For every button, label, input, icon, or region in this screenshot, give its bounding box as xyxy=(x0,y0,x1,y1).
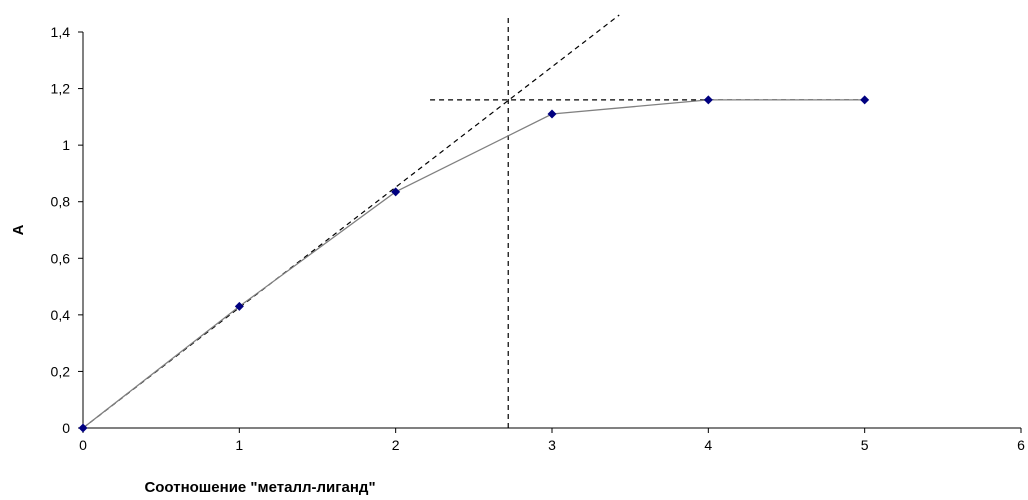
guide-lines xyxy=(82,14,865,429)
data-point-marker xyxy=(703,95,713,105)
y-tick-label: 0,2 xyxy=(51,363,71,379)
y-tick-label: 1 xyxy=(62,137,70,153)
axes xyxy=(82,32,1021,429)
y-ticks: 0 0,2 0,4 0,6 0,8 1 1,2 1,4 xyxy=(51,24,83,436)
x-ticks: 0 1 2 3 4 5 6 xyxy=(79,428,1025,453)
x-tick-label: 6 xyxy=(1017,437,1025,453)
x-tick-label: 1 xyxy=(235,437,243,453)
x-tick-label: 4 xyxy=(704,437,712,453)
data-point-marker xyxy=(860,95,870,105)
data-point-marker xyxy=(78,423,88,433)
data-point-marker xyxy=(234,301,244,311)
x-tick-label: 5 xyxy=(861,437,869,453)
y-tick-label: 0,6 xyxy=(51,250,71,266)
y-axis-title: A xyxy=(10,224,27,235)
series-layer xyxy=(78,95,870,433)
y-tick-label: 0 xyxy=(62,420,70,436)
y-tick-label: 1,2 xyxy=(51,81,71,97)
x-tick-label: 3 xyxy=(548,437,556,453)
x-axis-title: Соотношение "металл-лиганд" xyxy=(144,479,375,496)
x-tick-label: 2 xyxy=(392,437,400,453)
data-point-marker xyxy=(391,187,401,197)
data-point-marker xyxy=(547,109,557,119)
y-tick-label: 0,4 xyxy=(51,307,71,323)
x-tick-label: 0 xyxy=(79,437,87,453)
series-line xyxy=(82,99,865,429)
y-tick-label: 1,4 xyxy=(51,24,71,40)
y-tick-label: 0,8 xyxy=(51,194,71,210)
